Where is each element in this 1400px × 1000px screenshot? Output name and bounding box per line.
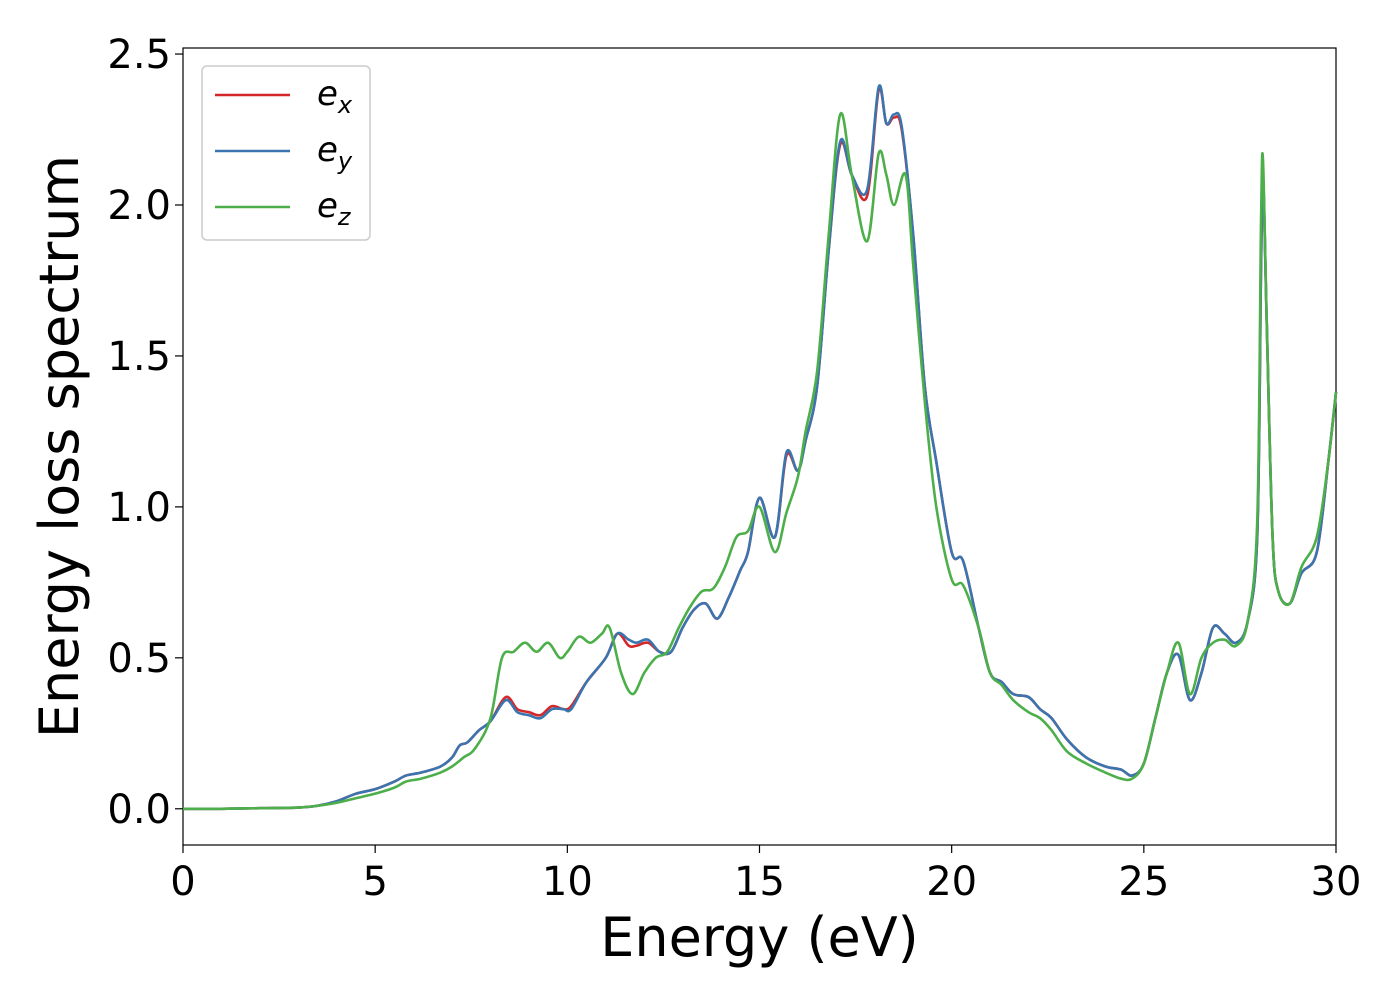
x-tick-label: 10	[542, 859, 593, 905]
legend-box	[201, 65, 371, 241]
y-tick-label: 2.5	[107, 32, 171, 78]
x-tick-label: 30	[1311, 859, 1362, 905]
x-tick-label: 0	[170, 859, 195, 905]
legend-label-z: ez	[317, 186, 352, 231]
x-tick-label: 25	[1118, 859, 1169, 905]
series-layer	[182, 84, 1338, 811]
y-axis-ticks: 0.0 0.5 1.0 1.5 2.0 2.5	[107, 32, 183, 833]
x-tick-label: 5	[362, 859, 387, 905]
series-line-e-z	[182, 111, 1338, 811]
legend-label-y: ey	[317, 130, 353, 175]
x-axis-ticks: 0 5 10 15 20 25 30	[170, 845, 1361, 905]
x-tick-label: 20	[926, 859, 977, 905]
x-tick-label: 15	[734, 859, 785, 905]
x-axis-title: Energy (eV)	[600, 906, 919, 969]
y-tick-label: 1.0	[107, 485, 171, 531]
plot-area	[182, 47, 1337, 846]
y-axis-title: Energy loss spectrum	[28, 155, 91, 738]
y-tick-label: 0.5	[107, 636, 171, 682]
legend-label-x: ex	[317, 74, 353, 119]
legend: ex ey ez	[201, 65, 371, 241]
y-tick-label: 0.0	[107, 787, 171, 833]
y-tick-label: 2.0	[107, 183, 171, 229]
y-tick-label: 1.5	[107, 334, 171, 380]
